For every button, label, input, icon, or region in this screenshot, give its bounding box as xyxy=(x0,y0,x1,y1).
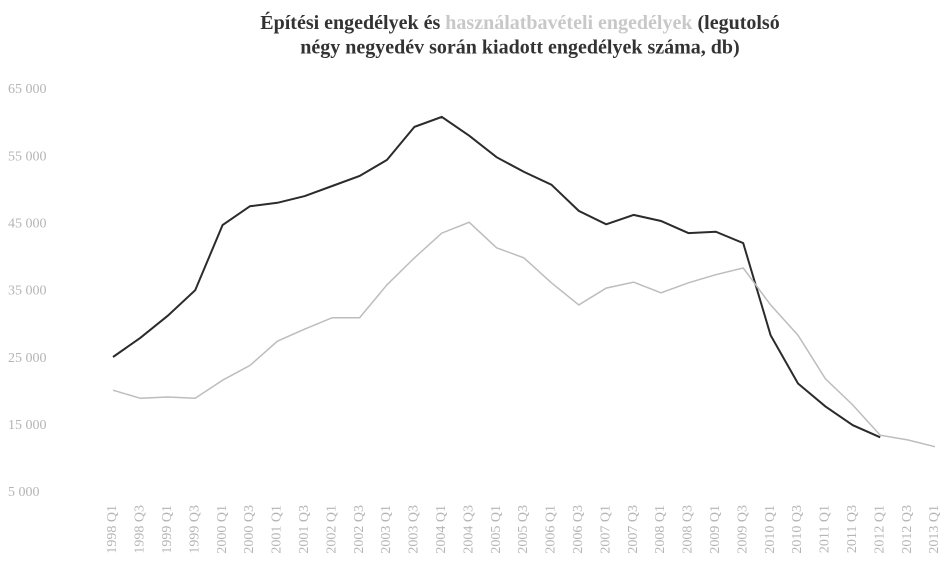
series-line xyxy=(112,221,936,448)
x-tick-label: 2007 Q3 xyxy=(626,505,641,554)
x-tick-label: 2000 Q3 xyxy=(242,505,257,554)
x-tick-label: 2010 Q3 xyxy=(790,505,805,554)
x-tick-label: 1998 Q1 xyxy=(105,505,120,554)
chart-title: négy negyedév során kiadott engedélyek s… xyxy=(300,37,739,59)
y-tick-label: 55 000 xyxy=(8,149,47,164)
title-text: (legutolsó xyxy=(698,12,780,34)
x-tick-label: 2004 Q3 xyxy=(461,505,476,554)
x-tick-label: 2003 Q1 xyxy=(379,505,394,554)
x-tick-label: 2008 Q3 xyxy=(681,505,696,554)
x-tick-label: 2002 Q3 xyxy=(352,505,367,554)
y-tick-label: 65 000 xyxy=(8,82,47,97)
x-tick-label: 2005 Q3 xyxy=(516,505,531,554)
x-tick-label: 2012 Q1 xyxy=(872,505,887,554)
x-tick-label: 2013 Q1 xyxy=(927,505,942,554)
x-tick-label: 2011 Q1 xyxy=(818,505,833,553)
x-tick-label: 2011 Q3 xyxy=(845,505,860,553)
title-text: és xyxy=(424,12,441,34)
x-tick-label: 2005 Q1 xyxy=(489,505,504,554)
x-tick-label: 2000 Q1 xyxy=(215,505,230,554)
legend-entry: használatbavételi engedélyek xyxy=(445,12,693,34)
x-tick-label: 2001 Q3 xyxy=(297,505,312,554)
y-tick-label: 45 000 xyxy=(8,217,47,232)
x-tick-label: 2003 Q3 xyxy=(407,505,422,554)
x-tick-label: 2009 Q3 xyxy=(735,505,750,554)
legend-entry: Építési engedélyek xyxy=(260,11,419,34)
x-tick-label: 2007 Q1 xyxy=(598,505,613,554)
x-tick-label: 2012 Q3 xyxy=(900,505,915,554)
x-tick-label: 2006 Q3 xyxy=(571,505,586,554)
x-tick-label: 2010 Q1 xyxy=(763,505,778,554)
x-tick-label: 2002 Q1 xyxy=(324,505,339,554)
x-tick-label: 2004 Q1 xyxy=(434,505,449,554)
y-tick-label: 15 000 xyxy=(8,418,47,433)
x-tick-label: 1999 Q1 xyxy=(160,505,175,554)
chart-title: Építési engedélyek és használatbavételi … xyxy=(260,11,779,34)
y-tick-label: 35 000 xyxy=(8,284,47,299)
y-tick-label: 25 000 xyxy=(8,351,47,366)
x-tick-label: 2001 Q1 xyxy=(270,505,285,554)
x-tick-label: 2009 Q1 xyxy=(708,505,723,554)
x-tick-label: 2008 Q1 xyxy=(653,505,668,554)
x-tick-label: 1998 Q3 xyxy=(133,505,148,554)
series-line xyxy=(112,115,881,439)
x-tick-label: 1999 Q3 xyxy=(187,505,202,554)
y-tick-label: 5 000 xyxy=(8,485,40,500)
x-tick-label: 2006 Q1 xyxy=(544,505,559,554)
